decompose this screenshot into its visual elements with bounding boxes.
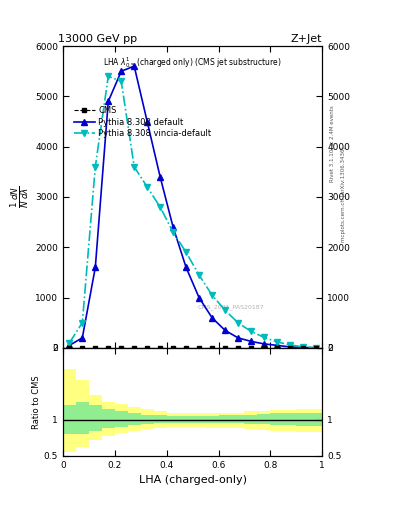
Line: Pythia 8.308 default: Pythia 8.308 default — [66, 63, 319, 351]
Pythia 8.308 default — [119, 68, 123, 74]
Pythia 8.308 default — [288, 344, 292, 350]
Pythia 8.308 vincia-default — [132, 164, 137, 170]
Pythia 8.308 vincia-default — [145, 184, 149, 190]
Pythia 8.308 default — [236, 335, 241, 341]
CMS — [93, 345, 98, 351]
Pythia 8.308 vincia-default — [171, 229, 176, 236]
CMS — [184, 345, 189, 351]
Pythia 8.308 vincia-default — [222, 307, 227, 313]
Pythia 8.308 default — [301, 345, 305, 351]
Pythia 8.308 vincia-default — [249, 328, 253, 334]
Line: CMS: CMS — [67, 346, 318, 350]
Text: Z+Jet: Z+Jet — [291, 34, 322, 44]
CMS — [210, 345, 215, 351]
Pythia 8.308 default — [262, 341, 266, 347]
CMS — [236, 345, 241, 351]
Pythia 8.308 vincia-default — [67, 340, 72, 346]
Pythia 8.308 vincia-default — [80, 319, 85, 326]
CMS — [274, 345, 279, 351]
Pythia 8.308 default — [106, 98, 111, 104]
Pythia 8.308 vincia-default — [301, 344, 305, 350]
Text: LHA $\lambda^{1}_{0.5}$ (charged only) (CMS jet substructure): LHA $\lambda^{1}_{0.5}$ (charged only) (… — [103, 55, 282, 70]
Y-axis label: $\frac{1}{N}\frac{dN}{d\lambda}$: $\frac{1}{N}\frac{dN}{d\lambda}$ — [9, 186, 31, 208]
Text: 13000 GeV pp: 13000 GeV pp — [58, 34, 137, 44]
CMS — [197, 345, 202, 351]
Pythia 8.308 default — [184, 264, 189, 270]
Pythia 8.308 vincia-default — [236, 319, 241, 326]
Legend: CMS, Pythia 8.308 default, Pythia 8.308 vincia-default: CMS, Pythia 8.308 default, Pythia 8.308 … — [72, 104, 213, 140]
Pythia 8.308 vincia-default — [314, 345, 318, 351]
Pythia 8.308 vincia-default — [106, 73, 111, 79]
CMS — [249, 345, 253, 351]
Pythia 8.308 default — [158, 174, 163, 180]
Pythia 8.308 default — [210, 315, 215, 321]
Pythia 8.308 default — [132, 63, 137, 69]
Text: Rivet 3.1.10, ≥ 2.4M events: Rivet 3.1.10, ≥ 2.4M events — [330, 105, 334, 182]
CMS — [67, 345, 72, 351]
CMS — [222, 345, 227, 351]
Text: CMS_2021_PAS20187: CMS_2021_PAS20187 — [198, 305, 264, 310]
Pythia 8.308 vincia-default — [210, 292, 215, 298]
Pythia 8.308 default — [314, 345, 318, 351]
CMS — [106, 345, 111, 351]
Pythia 8.308 vincia-default — [288, 342, 292, 348]
Pythia 8.308 default — [249, 338, 253, 345]
Line: Pythia 8.308 vincia-default: Pythia 8.308 vincia-default — [66, 74, 319, 350]
Pythia 8.308 default — [171, 224, 176, 230]
Text: mcplots.cern.ch [arXiv:1306.3436]: mcplots.cern.ch [arXiv:1306.3436] — [342, 147, 346, 242]
Pythia 8.308 default — [145, 118, 149, 124]
Pythia 8.308 default — [274, 343, 279, 349]
Pythia 8.308 default — [93, 264, 98, 270]
CMS — [145, 345, 149, 351]
CMS — [171, 345, 176, 351]
Y-axis label: Ratio to CMS: Ratio to CMS — [32, 375, 41, 429]
Pythia 8.308 vincia-default — [184, 249, 189, 255]
CMS — [301, 345, 305, 351]
CMS — [288, 345, 292, 351]
X-axis label: LHA (charged-only): LHA (charged-only) — [139, 475, 246, 485]
Pythia 8.308 vincia-default — [93, 164, 98, 170]
CMS — [80, 345, 85, 351]
CMS — [314, 345, 318, 351]
CMS — [119, 345, 123, 351]
Pythia 8.308 vincia-default — [262, 334, 266, 340]
Pythia 8.308 default — [80, 335, 85, 341]
Pythia 8.308 default — [67, 343, 72, 349]
Pythia 8.308 vincia-default — [158, 204, 163, 210]
CMS — [262, 345, 266, 351]
Pythia 8.308 default — [222, 327, 227, 333]
Pythia 8.308 vincia-default — [274, 339, 279, 345]
Pythia 8.308 default — [197, 294, 202, 301]
CMS — [132, 345, 137, 351]
Pythia 8.308 vincia-default — [119, 78, 123, 84]
CMS — [158, 345, 163, 351]
Pythia 8.308 vincia-default — [197, 272, 202, 278]
